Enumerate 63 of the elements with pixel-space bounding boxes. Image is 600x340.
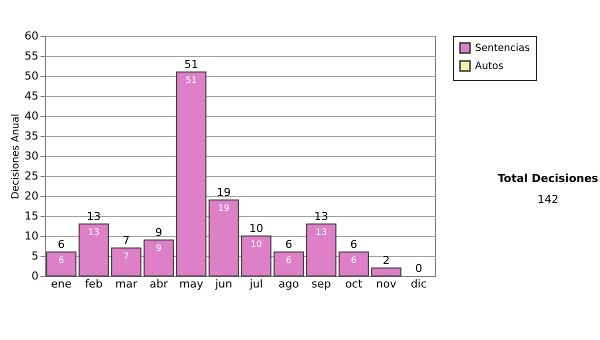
y-tick-label: 5: [32, 250, 38, 262]
total-label: 10: [249, 222, 264, 235]
bar: [208, 200, 239, 276]
total-label: 0: [415, 262, 422, 275]
y-tick-label: 40: [24, 110, 38, 122]
bar: [338, 252, 369, 276]
bar: [274, 252, 304, 276]
y-tick-label: 50: [24, 70, 38, 82]
bar: [144, 240, 174, 276]
bar: [241, 236, 272, 276]
total-label: 51: [184, 58, 198, 71]
y-tick-label: 25: [24, 170, 38, 182]
data-label: 19: [218, 204, 230, 214]
y-tick-label: 20: [24, 190, 38, 202]
data-label: 9: [156, 244, 162, 254]
total-label: 13: [314, 210, 328, 223]
total-label: 2: [382, 254, 390, 267]
bar: [306, 224, 336, 276]
x-tick-label: jun: [214, 278, 232, 290]
x-tick-label: dic: [410, 278, 427, 290]
total-label: 9: [155, 226, 162, 239]
total-label: 6: [285, 238, 292, 251]
x-tick-label: ene: [50, 278, 72, 290]
x-tick-label: ago: [278, 278, 300, 290]
text: Total Decisiones: [496, 172, 600, 185]
data-label: 6: [350, 256, 357, 266]
y-tick-label: 10: [24, 230, 38, 242]
data-label: 13: [316, 228, 327, 238]
total-label: 7: [122, 234, 130, 247]
bar: [176, 72, 206, 276]
x-tick-label: feb: [84, 278, 103, 290]
y-tick-label: 30: [24, 150, 38, 162]
x-tick-label: nov: [376, 278, 397, 290]
total-label: 6: [350, 238, 358, 251]
x-tick-label: mar: [115, 278, 138, 290]
y-tick-label: 60: [24, 30, 38, 42]
data-label: 6: [58, 256, 64, 266]
bar: [46, 252, 76, 276]
x-tick-label: may: [179, 278, 204, 290]
data-label: 10: [250, 240, 262, 250]
text: 142: [536, 193, 560, 206]
x-tick-label: sep: [312, 278, 332, 290]
y-tick-label: 15: [24, 210, 38, 222]
y-tick-label: 55: [24, 50, 38, 62]
total-label: 13: [86, 210, 101, 223]
y-tick-label: 35: [24, 130, 38, 142]
legend-label: Sentencias: [475, 43, 530, 54]
y-tick-label: 0: [32, 270, 38, 282]
data-label: 13: [88, 228, 100, 238]
data-label: 51: [186, 76, 197, 86]
total-label: 19: [216, 186, 231, 199]
bar: [111, 248, 142, 276]
x-tick-label: abr: [150, 278, 168, 290]
y-tick-label: 45: [24, 90, 38, 102]
bar: [78, 224, 109, 276]
data-label: 6: [286, 256, 292, 266]
data-label: 7: [123, 252, 130, 262]
x-tick-label: jul: [248, 278, 263, 290]
y-axis-title: Decisiones Anual: [10, 114, 22, 200]
total-label: 6: [58, 238, 65, 251]
x-tick-label: oct: [345, 278, 363, 290]
bar: [371, 268, 402, 276]
legend-label: Autos: [475, 61, 504, 72]
